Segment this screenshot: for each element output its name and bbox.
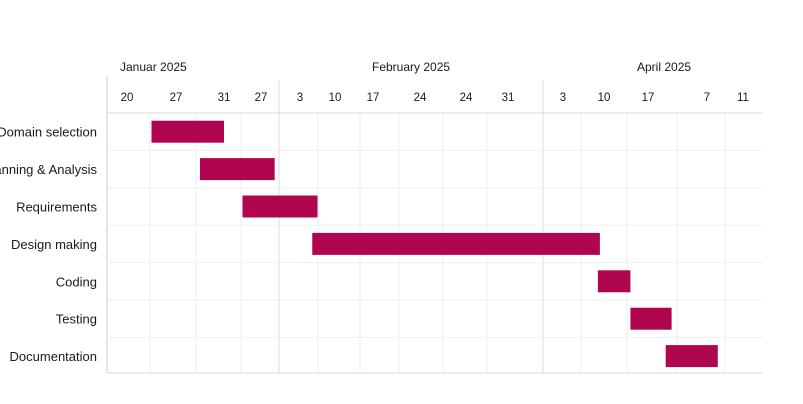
task-label: Requirements (16, 200, 97, 215)
month-label-february: February 2025 (372, 60, 450, 74)
task-bar (665, 345, 718, 368)
task-bar (151, 120, 224, 143)
task-bar (200, 158, 275, 181)
task-label: Domain selection (0, 125, 97, 140)
timeline-header: Januar 2025 February 2025 April 2025 (120, 60, 691, 74)
task-label: Planning & Analysis (0, 162, 97, 177)
task-bar (242, 195, 318, 218)
tick-label: 31 (218, 92, 231, 104)
task-label: Coding (56, 274, 97, 289)
task-bar (312, 232, 600, 255)
tick-label: 17 (367, 92, 380, 104)
tick-label: 10 (329, 92, 342, 104)
tick-label: 20 (121, 92, 134, 104)
tick-label: 27 (170, 92, 183, 104)
task-labels: Domain selection Planning & Analysis Requi… (0, 125, 97, 364)
tick-label: 27 (255, 92, 268, 104)
tick-label: 24 (460, 92, 473, 104)
tick-label: 11 (737, 92, 749, 104)
task-label: Documentation (10, 349, 97, 364)
tick-label: 10 (598, 92, 611, 104)
tick-label: 7 (704, 92, 710, 104)
tick-label: 31 (502, 92, 515, 104)
task-bar (630, 307, 672, 330)
task-bar (597, 270, 631, 293)
task-label: Testing (56, 312, 97, 327)
task-bars (151, 120, 718, 368)
tick-label: 17 (642, 92, 655, 104)
tick-label: 24 (414, 92, 427, 104)
tick-label: 3 (297, 92, 303, 104)
task-label: Design making (11, 237, 97, 252)
tick-label: 3 (560, 92, 566, 104)
tick-labels: 20 27 31 27 3 10 17 24 24 31 3 10 17 7 11 (121, 92, 749, 104)
month-label-april: April 2025 (637, 60, 691, 74)
month-label-january: Januar 2025 (120, 60, 187, 74)
